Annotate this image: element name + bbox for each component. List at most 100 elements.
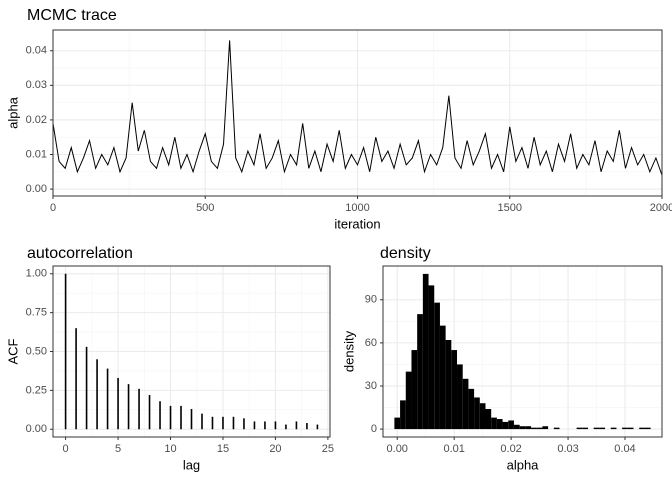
acf-bar [106, 368, 109, 430]
chart-title: MCMC trace [27, 7, 117, 24]
hist-bar [479, 403, 486, 430]
acf-bar [138, 388, 140, 430]
x-tick-label: 0 [63, 443, 69, 455]
x-tick-label: 20 [269, 443, 281, 455]
hist-bar [474, 397, 480, 430]
hist-bar [644, 427, 651, 430]
acf-bar [306, 423, 308, 430]
chart-title: autocorrelation [27, 245, 133, 262]
acf-bar [243, 418, 245, 430]
x-tick-label: 1500 [498, 202, 522, 214]
hist-bar [593, 427, 600, 430]
hist-bar [451, 350, 458, 430]
x-tick-label: 1000 [345, 202, 369, 214]
acf-bar [316, 424, 319, 430]
x-tick-label: 0.04 [614, 443, 635, 455]
acf-bar [295, 421, 298, 430]
y-tick-label: 0.00 [26, 423, 47, 435]
y-tick-label: 0.75 [26, 307, 47, 319]
x-axis-title: alpha [507, 457, 540, 472]
hist-bar [553, 427, 560, 430]
x-tick-label: 500 [196, 202, 214, 214]
acf-bar [285, 424, 287, 430]
acf-bar [64, 273, 67, 430]
x-tick-label: 25 [322, 443, 334, 455]
hist-bar [622, 427, 628, 430]
acf-bar [117, 377, 119, 430]
hist-bar [462, 378, 469, 430]
hist-bar [491, 417, 497, 430]
hist-bar [502, 421, 509, 430]
hist-bar [508, 420, 514, 430]
hist-bar [485, 408, 492, 430]
hist-bar [536, 427, 543, 430]
hist-bar [417, 314, 423, 430]
hist-bar [542, 426, 549, 430]
x-tick-label: 0.02 [500, 443, 521, 455]
hist-bar [422, 273, 429, 430]
acf-bar [274, 421, 277, 430]
hist-bar [639, 427, 645, 430]
hist-bar [525, 426, 532, 430]
y-tick-label: 0.50 [26, 345, 47, 357]
y-axis-title: ACF [5, 338, 20, 364]
y-tick-label: 0.00 [26, 183, 47, 195]
trace-line [52, 40, 663, 176]
acf-bar [127, 384, 130, 430]
y-tick-label: 60 [365, 337, 377, 349]
acf-bar [96, 359, 98, 430]
x-axis-title: lag [183, 457, 200, 472]
acf-bar [169, 405, 172, 430]
y-axis-title: density [341, 330, 356, 372]
x-tick-label: 5 [115, 443, 121, 455]
hist-bar [468, 388, 475, 430]
acf-bar [159, 401, 161, 430]
hist-bar [434, 302, 440, 430]
y-tick-label: 90 [365, 294, 377, 306]
acf-bar [253, 421, 256, 430]
hist-bar [519, 426, 526, 430]
acf-bar [148, 395, 151, 430]
hist-bar [496, 419, 503, 430]
hist-bar [457, 364, 463, 430]
y-tick-label: 0.03 [26, 79, 47, 91]
y-tick-label: 30 [365, 380, 377, 392]
hist-bar [445, 340, 452, 430]
panel-border [52, 29, 663, 197]
hist-bar [439, 325, 446, 430]
panel-border [52, 265, 331, 438]
x-axis-title: iteration [334, 216, 380, 231]
x-tick-label: 0.03 [557, 443, 578, 455]
y-tick-label: 1.00 [26, 268, 47, 280]
acf-bar [75, 328, 77, 430]
acf-bar [180, 405, 182, 430]
chart-title: density [380, 245, 431, 262]
x-tick-label: 0 [50, 202, 56, 214]
hist-bar [394, 417, 401, 430]
y-tick-label: 0.02 [26, 114, 47, 126]
y-tick-label: 0.25 [26, 384, 47, 396]
hist-bar [610, 427, 617, 430]
acf-bar [264, 421, 266, 430]
x-tick-label: 15 [217, 443, 229, 455]
acf-bar [232, 416, 235, 430]
hist-bar [599, 427, 606, 430]
x-tick-label: 10 [164, 443, 176, 455]
acf-bar [201, 413, 203, 430]
hist-bar [428, 285, 435, 430]
x-tick-label: 2000 [650, 202, 672, 214]
hist-bar [531, 427, 537, 430]
y-axis-title: alpha [5, 96, 20, 129]
x-tick-label: 0.01 [443, 443, 464, 455]
acf-bar [211, 416, 214, 430]
hist-bar [405, 371, 412, 430]
acf-bar [190, 409, 193, 430]
y-tick-label: 0.04 [26, 45, 47, 57]
x-tick-label: 0.00 [387, 443, 408, 455]
hist-bar [411, 350, 418, 430]
y-tick-label: 0.01 [26, 148, 47, 160]
hist-bar [582, 427, 588, 430]
acf-bar [222, 416, 224, 430]
hist-bar [627, 427, 634, 430]
